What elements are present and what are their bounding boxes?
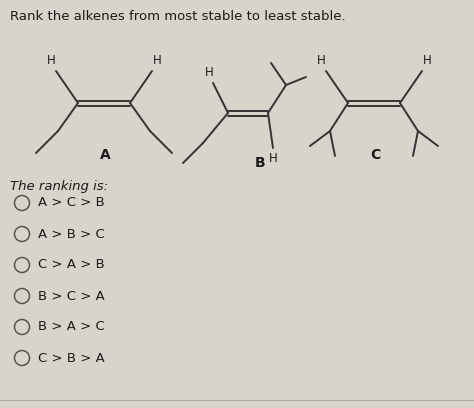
Text: Rank the alkenes from most stable to least stable.: Rank the alkenes from most stable to lea… bbox=[10, 10, 346, 23]
Text: A > C > B: A > C > B bbox=[38, 197, 105, 209]
Text: B > A > C: B > A > C bbox=[38, 321, 105, 333]
Text: The ranking is:: The ranking is: bbox=[10, 180, 108, 193]
Text: C > B > A: C > B > A bbox=[38, 352, 105, 364]
Text: H: H bbox=[205, 67, 213, 80]
Text: B > C > A: B > C > A bbox=[38, 290, 105, 302]
Text: C: C bbox=[370, 148, 380, 162]
Text: H: H bbox=[317, 55, 325, 67]
Text: B: B bbox=[255, 156, 265, 170]
Text: H: H bbox=[46, 55, 55, 67]
Text: A > B > C: A > B > C bbox=[38, 228, 105, 240]
Text: C > A > B: C > A > B bbox=[38, 259, 105, 271]
Text: H: H bbox=[269, 151, 277, 164]
Text: H: H bbox=[423, 55, 431, 67]
Text: A: A bbox=[100, 148, 110, 162]
Text: H: H bbox=[153, 55, 161, 67]
